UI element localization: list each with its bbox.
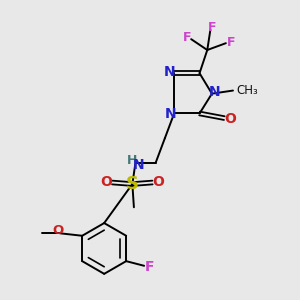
Text: S: S (126, 175, 139, 193)
Text: O: O (101, 175, 112, 189)
Text: H: H (127, 154, 137, 167)
Text: N: N (133, 158, 144, 172)
Text: CH₃: CH₃ (236, 84, 258, 97)
Text: F: F (145, 260, 154, 274)
Text: O: O (152, 175, 164, 189)
Text: N: N (164, 65, 175, 79)
Text: F: F (208, 21, 216, 34)
Text: O: O (224, 112, 236, 126)
Text: N: N (164, 107, 176, 122)
Text: O: O (53, 224, 64, 237)
Text: N: N (209, 85, 221, 99)
Text: F: F (227, 36, 236, 49)
Text: F: F (183, 31, 192, 44)
